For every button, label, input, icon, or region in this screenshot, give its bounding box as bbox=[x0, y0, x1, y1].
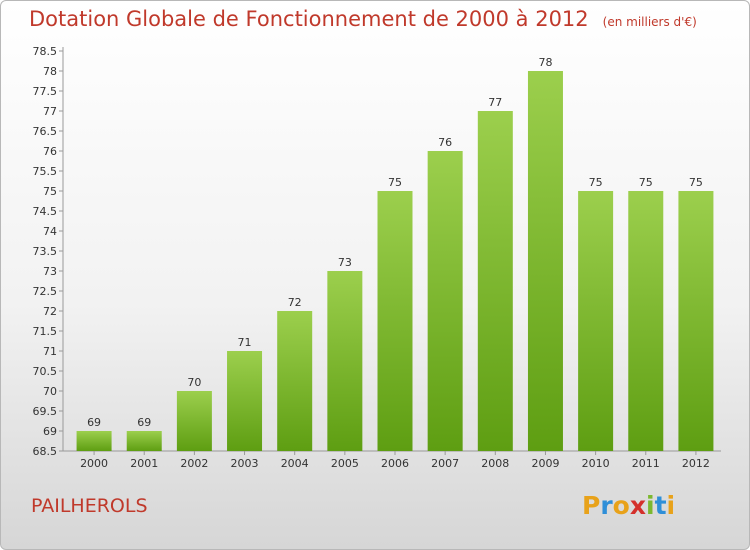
bar-value-label: 75 bbox=[689, 176, 703, 189]
y-tick-label: 76 bbox=[43, 145, 57, 158]
bar-value-label: 69 bbox=[137, 416, 151, 429]
bar bbox=[377, 191, 413, 451]
chart-title-text: Dotation Globale de Fonctionnement de 20… bbox=[29, 7, 589, 31]
y-tick-label: 69.5 bbox=[33, 405, 58, 418]
proxiti-logo: Proxiti bbox=[582, 491, 675, 520]
logo-letter: x bbox=[629, 491, 646, 520]
bar-value-label: 76 bbox=[438, 136, 452, 149]
bar-value-label: 69 bbox=[87, 416, 101, 429]
x-tick-label: 2005 bbox=[331, 457, 359, 470]
bar-value-label: 71 bbox=[238, 336, 252, 349]
y-tick-label: 71 bbox=[43, 345, 57, 358]
bar bbox=[527, 71, 563, 451]
x-tick-label: 2007 bbox=[431, 457, 459, 470]
bar-value-label: 78 bbox=[538, 56, 552, 69]
y-tick-label: 73.5 bbox=[33, 245, 58, 258]
y-tick-label: 77 bbox=[43, 105, 57, 118]
x-tick-label: 2003 bbox=[231, 457, 259, 470]
y-tick-label: 71.5 bbox=[33, 325, 58, 338]
y-tick-label: 77.5 bbox=[33, 85, 58, 98]
bar bbox=[477, 111, 513, 451]
bar-value-label: 77 bbox=[488, 96, 502, 109]
y-tick-label: 78.5 bbox=[33, 45, 58, 58]
y-tick-label: 76.5 bbox=[33, 125, 58, 138]
logo-letter: t bbox=[654, 491, 667, 520]
x-tick-label: 2004 bbox=[281, 457, 309, 470]
x-tick-label: 2011 bbox=[632, 457, 660, 470]
bar-value-label: 75 bbox=[388, 176, 402, 189]
chart-bars: 69 69 70 71 72 73 75 76 77 78 75 75 75 bbox=[76, 56, 714, 451]
bar-value-label: 75 bbox=[639, 176, 653, 189]
bar-value-label: 75 bbox=[589, 176, 603, 189]
bar bbox=[227, 351, 263, 451]
chart-unit-label: (en milliers d'€) bbox=[602, 15, 697, 29]
logo-letter: r bbox=[600, 491, 613, 520]
x-tick-label: 2012 bbox=[682, 457, 710, 470]
y-tick-label: 68.5 bbox=[33, 445, 58, 458]
y-tick-label: 73 bbox=[43, 265, 57, 278]
bar-value-label: 73 bbox=[338, 256, 352, 269]
bar-value-label: 72 bbox=[288, 296, 302, 309]
bar bbox=[277, 311, 313, 451]
bar bbox=[176, 391, 212, 451]
bar bbox=[327, 271, 363, 451]
x-tick-label: 2006 bbox=[381, 457, 409, 470]
y-tick-label: 75.5 bbox=[33, 165, 58, 178]
logo-letter: P bbox=[582, 491, 601, 520]
y-tick-label: 72 bbox=[43, 305, 57, 318]
bar bbox=[76, 431, 112, 451]
y-tick-label: 78 bbox=[43, 65, 57, 78]
bar bbox=[427, 151, 463, 451]
y-tick-label: 75 bbox=[43, 185, 57, 198]
logo-letter: i bbox=[666, 491, 676, 520]
logo-letter: o bbox=[612, 491, 630, 520]
y-tick-label: 70 bbox=[43, 385, 57, 398]
logo-letter: i bbox=[646, 491, 655, 520]
x-tick-label: 2010 bbox=[582, 457, 610, 470]
bar bbox=[126, 431, 162, 451]
bar bbox=[678, 191, 714, 451]
place-name: PAILHEROLS bbox=[31, 495, 148, 517]
bar bbox=[628, 191, 664, 451]
y-tick-label: 74.5 bbox=[33, 205, 58, 218]
bar bbox=[578, 191, 614, 451]
x-tick-label: 2009 bbox=[531, 457, 559, 470]
x-tick-label: 2000 bbox=[80, 457, 108, 470]
y-tick-label: 72.5 bbox=[33, 285, 58, 298]
y-tick-label: 74 bbox=[43, 225, 57, 238]
x-tick-label: 2001 bbox=[130, 457, 158, 470]
y-tick-label: 70.5 bbox=[33, 365, 58, 378]
x-tick-label: 2002 bbox=[180, 457, 208, 470]
chart-title: Dotation Globale de Fonctionnement de 20… bbox=[29, 7, 697, 31]
chart-axes: 68.5 69 69.5 70 70.5 71 71.5 72 72.5 73 73.5 74 74.5… bbox=[33, 45, 721, 470]
y-tick-label: 69 bbox=[43, 425, 57, 438]
x-tick-label: 2008 bbox=[481, 457, 509, 470]
bar-value-label: 70 bbox=[187, 376, 201, 389]
